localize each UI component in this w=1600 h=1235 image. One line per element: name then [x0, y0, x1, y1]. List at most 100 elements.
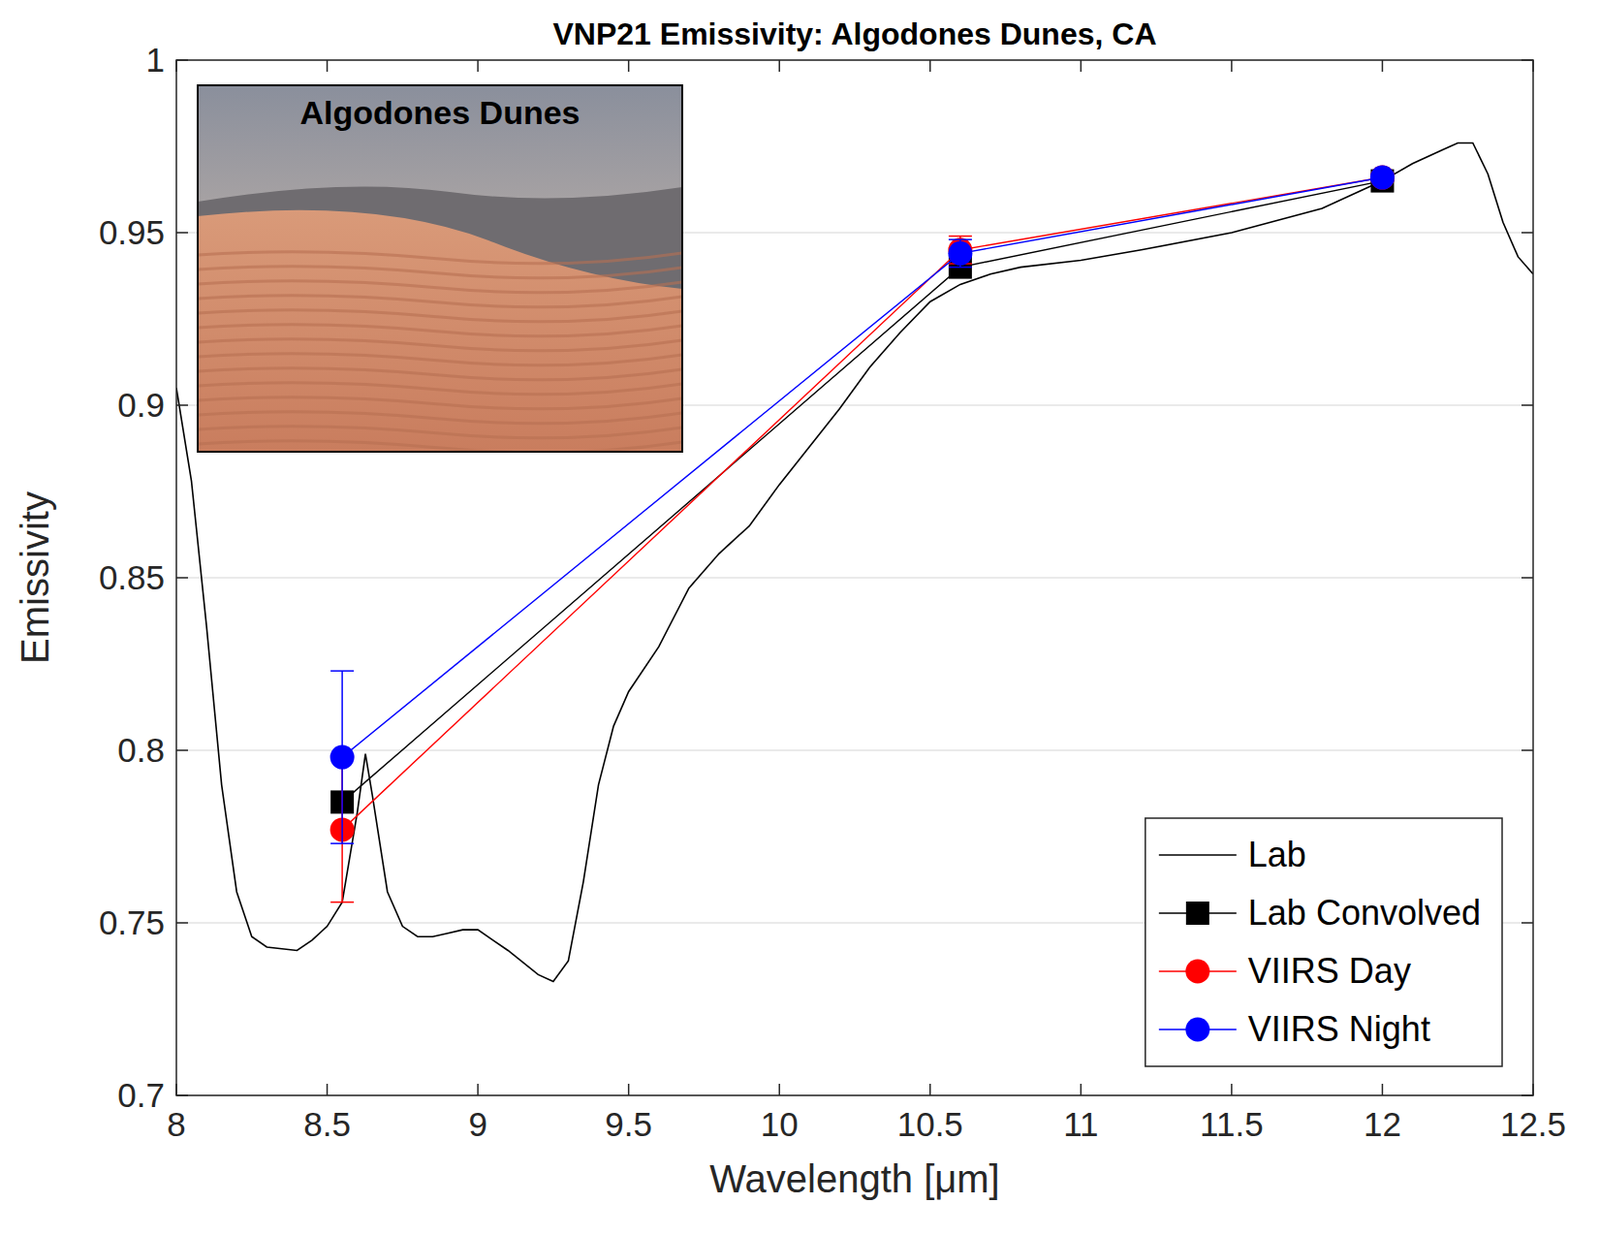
x-tick-label: 8 [166, 1104, 186, 1143]
y-tick-label: 0.95 [98, 213, 165, 251]
y-tick [1521, 576, 1534, 579]
inset-ripple [197, 266, 683, 279]
x-tick [627, 60, 630, 72]
series-line [342, 177, 1382, 757]
x-tick [1230, 60, 1233, 72]
x-tick-label: 10.5 [897, 1104, 964, 1143]
y-tick [1521, 749, 1534, 752]
x-tick [476, 60, 479, 72]
y-tick-label: 0.75 [98, 903, 165, 942]
y-tick-label: 0.7 [117, 1075, 165, 1114]
inset-ripple [197, 353, 683, 366]
chart-title: VNP21 Emissivity: Algodones Dunes, CA [553, 16, 1158, 52]
x-tick [326, 1083, 329, 1096]
inset-ripple [197, 411, 683, 424]
inset-ripple [197, 251, 683, 264]
background [0, 0, 1600, 1235]
axes-frame [176, 60, 1534, 1096]
inset-ripple [197, 339, 683, 351]
chart: Algodones Dunes 8 8.5 9 9.5 10 10.5 11 11.5 12 12.… [0, 0, 1600, 1235]
inset-sky [197, 85, 683, 452]
axes: 8 8.5 9 9.5 10 10.5 11 11.5 12 12.5 0.7 0.75 0.8 0.85… [98, 40, 1567, 1143]
x-tick-label: 11 [1063, 1104, 1099, 1143]
x-tick [929, 1083, 932, 1096]
inset-ripple [197, 324, 683, 337]
y-tick-label: 0.85 [98, 558, 165, 597]
y-axis-title: Emissivity [13, 491, 57, 664]
inset-frame [197, 85, 683, 452]
y-tick [176, 576, 189, 579]
grid-line [176, 749, 1534, 752]
legend: LabLab ConvolvedVIIRS DayVIIRS Night [1145, 817, 1503, 1067]
inset-photo: Algodones Dunes [197, 85, 683, 453]
marker [1370, 165, 1395, 190]
y-tick [1521, 59, 1534, 62]
x-tick [1080, 1083, 1083, 1096]
legend-marker [1186, 901, 1210, 925]
error-bar [948, 239, 973, 267]
x-tick-label: 12.5 [1500, 1104, 1567, 1143]
grid [176, 60, 1534, 1096]
x-tick-label: 11.5 [1199, 1104, 1264, 1143]
y-tick [176, 59, 189, 62]
marker [947, 241, 973, 266]
legend-label: VIIRS Day [1248, 950, 1412, 991]
series-line [342, 181, 1382, 803]
y-tick [176, 749, 189, 752]
x-tick [1532, 60, 1535, 72]
x-tick [1532, 1083, 1535, 1096]
inset-ripple [197, 440, 683, 452]
y-tick-label: 1 [146, 40, 165, 79]
grid-line [176, 576, 1534, 579]
x-tick [1230, 1083, 1233, 1096]
series-line [342, 177, 1382, 830]
plot-area [176, 60, 1534, 1096]
x-tick [175, 1083, 178, 1096]
inset-ripple [197, 310, 683, 322]
inset-ripple [197, 382, 683, 395]
x-tick [175, 60, 178, 72]
x-tick [1381, 60, 1384, 72]
x-tick [1381, 1083, 1384, 1096]
inset-ripple [197, 368, 683, 380]
y-tick-label: 0.9 [117, 385, 165, 424]
legend-marker [1185, 959, 1210, 984]
x-tick-label: 9.5 [604, 1104, 653, 1143]
x-tick-label: 9 [468, 1104, 487, 1143]
inset-ripple [197, 281, 683, 293]
y-tick [176, 1094, 189, 1097]
y-tick [1521, 921, 1534, 924]
y-tick [176, 231, 189, 234]
x-axis-title: Wavelength [μm] [709, 1157, 1000, 1200]
x-tick [778, 60, 781, 72]
marker [1370, 165, 1395, 190]
legend-box [1145, 817, 1503, 1067]
x-tick-label: 10 [760, 1104, 799, 1143]
x-tick [627, 1083, 630, 1096]
inset-dunes-far [197, 186, 683, 452]
legend-label: VIIRS Night [1248, 1008, 1431, 1049]
inset-ripple [197, 426, 683, 439]
x-tick [326, 60, 329, 72]
x-tick [929, 60, 932, 72]
x-tick-label: 8.5 [303, 1104, 351, 1143]
x-tick [1080, 60, 1083, 72]
error-bar [330, 670, 354, 844]
legend-label: Lab Convolved [1248, 892, 1481, 933]
y-tick [1521, 231, 1534, 234]
inset-ripple [197, 295, 683, 308]
x-tick-label: 12 [1363, 1104, 1402, 1143]
inset-image [197, 85, 683, 452]
inset-dune-near [197, 210, 683, 452]
y-tick [1521, 404, 1534, 407]
y-tick [176, 404, 189, 407]
inset-label: Algodones Dunes [299, 94, 580, 131]
y-tick [1521, 1094, 1534, 1097]
marker [330, 745, 355, 770]
x-tick [476, 1083, 479, 1096]
inset-ripple [197, 397, 683, 409]
y-tick-label: 0.8 [117, 730, 165, 769]
legend-marker [1185, 1017, 1210, 1042]
x-tick [778, 1083, 781, 1096]
legend-line [1159, 853, 1237, 856]
